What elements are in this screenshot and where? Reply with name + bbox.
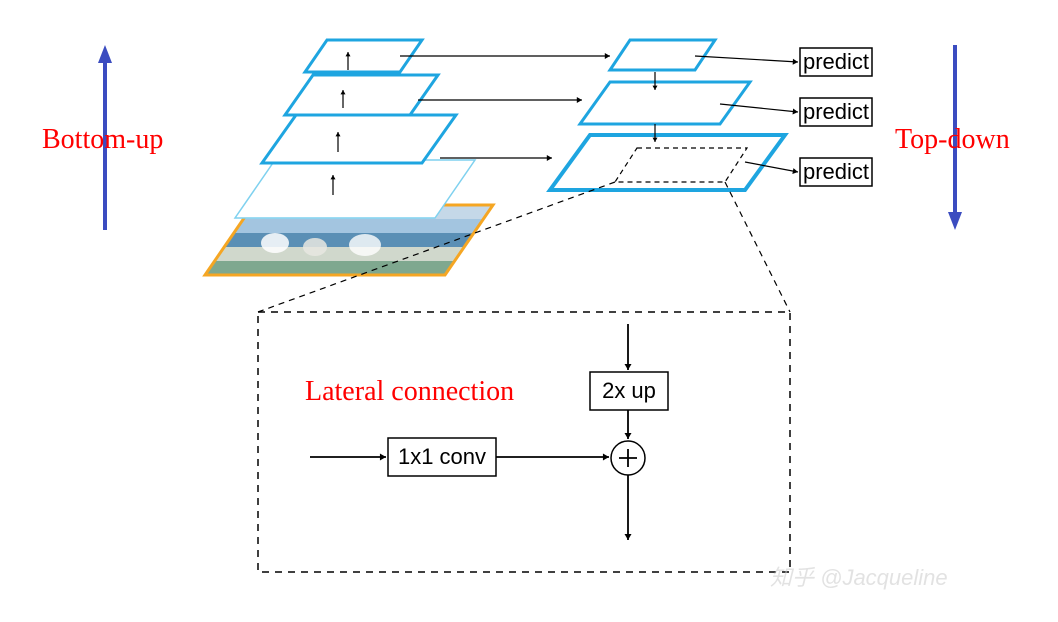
predict-label-0: predict [803,49,869,74]
bottom-up-label: Bottom-up [42,124,163,155]
detail-arrow-plus-out [625,475,632,540]
lateral-arrow-1 [418,97,582,103]
lateral-label: Lateral connection [305,376,514,407]
detail-arrow-up-plus [625,410,632,439]
zoom-line-1 [725,182,790,312]
detail-arrow-in-left [310,454,386,461]
watermark-text: 知乎 @Jacqueline [770,565,948,590]
predict-label-2: predict [803,159,869,184]
predict-arrow-0 [695,56,798,65]
right-layer-1 [610,40,715,70]
right-layer-2 [580,82,750,124]
detail-arrow-conv-plus [496,454,609,461]
detail-arrow-top-in [625,324,632,370]
left-layer-2 [262,115,456,163]
detail-box [258,312,790,572]
left-layer-3 [285,75,438,115]
lateral-arrow-0 [400,53,610,59]
top-down-label: Top-down [895,124,1010,155]
left-layer-1 [235,160,475,218]
conv-label: 1x1 conv [398,444,486,469]
upsample-label: 2x up [602,378,656,403]
predict-label-1: predict [803,99,869,124]
